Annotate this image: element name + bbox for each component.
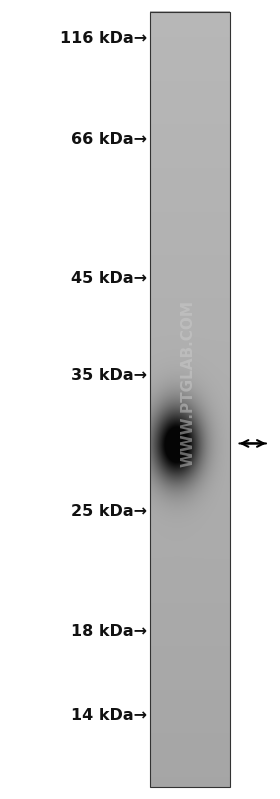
Text: 25 kDa→: 25 kDa→ bbox=[71, 504, 147, 519]
Bar bbox=[150, 12, 230, 787]
Text: WWW.PTGLAB.COM: WWW.PTGLAB.COM bbox=[180, 300, 195, 467]
Text: 18 kDa→: 18 kDa→ bbox=[71, 624, 147, 638]
Text: 116 kDa→: 116 kDa→ bbox=[60, 31, 147, 46]
Text: 45 kDa→: 45 kDa→ bbox=[71, 271, 147, 285]
Text: 14 kDa→: 14 kDa→ bbox=[71, 708, 147, 722]
Text: 35 kDa→: 35 kDa→ bbox=[71, 368, 147, 383]
Text: 66 kDa→: 66 kDa→ bbox=[71, 133, 147, 147]
